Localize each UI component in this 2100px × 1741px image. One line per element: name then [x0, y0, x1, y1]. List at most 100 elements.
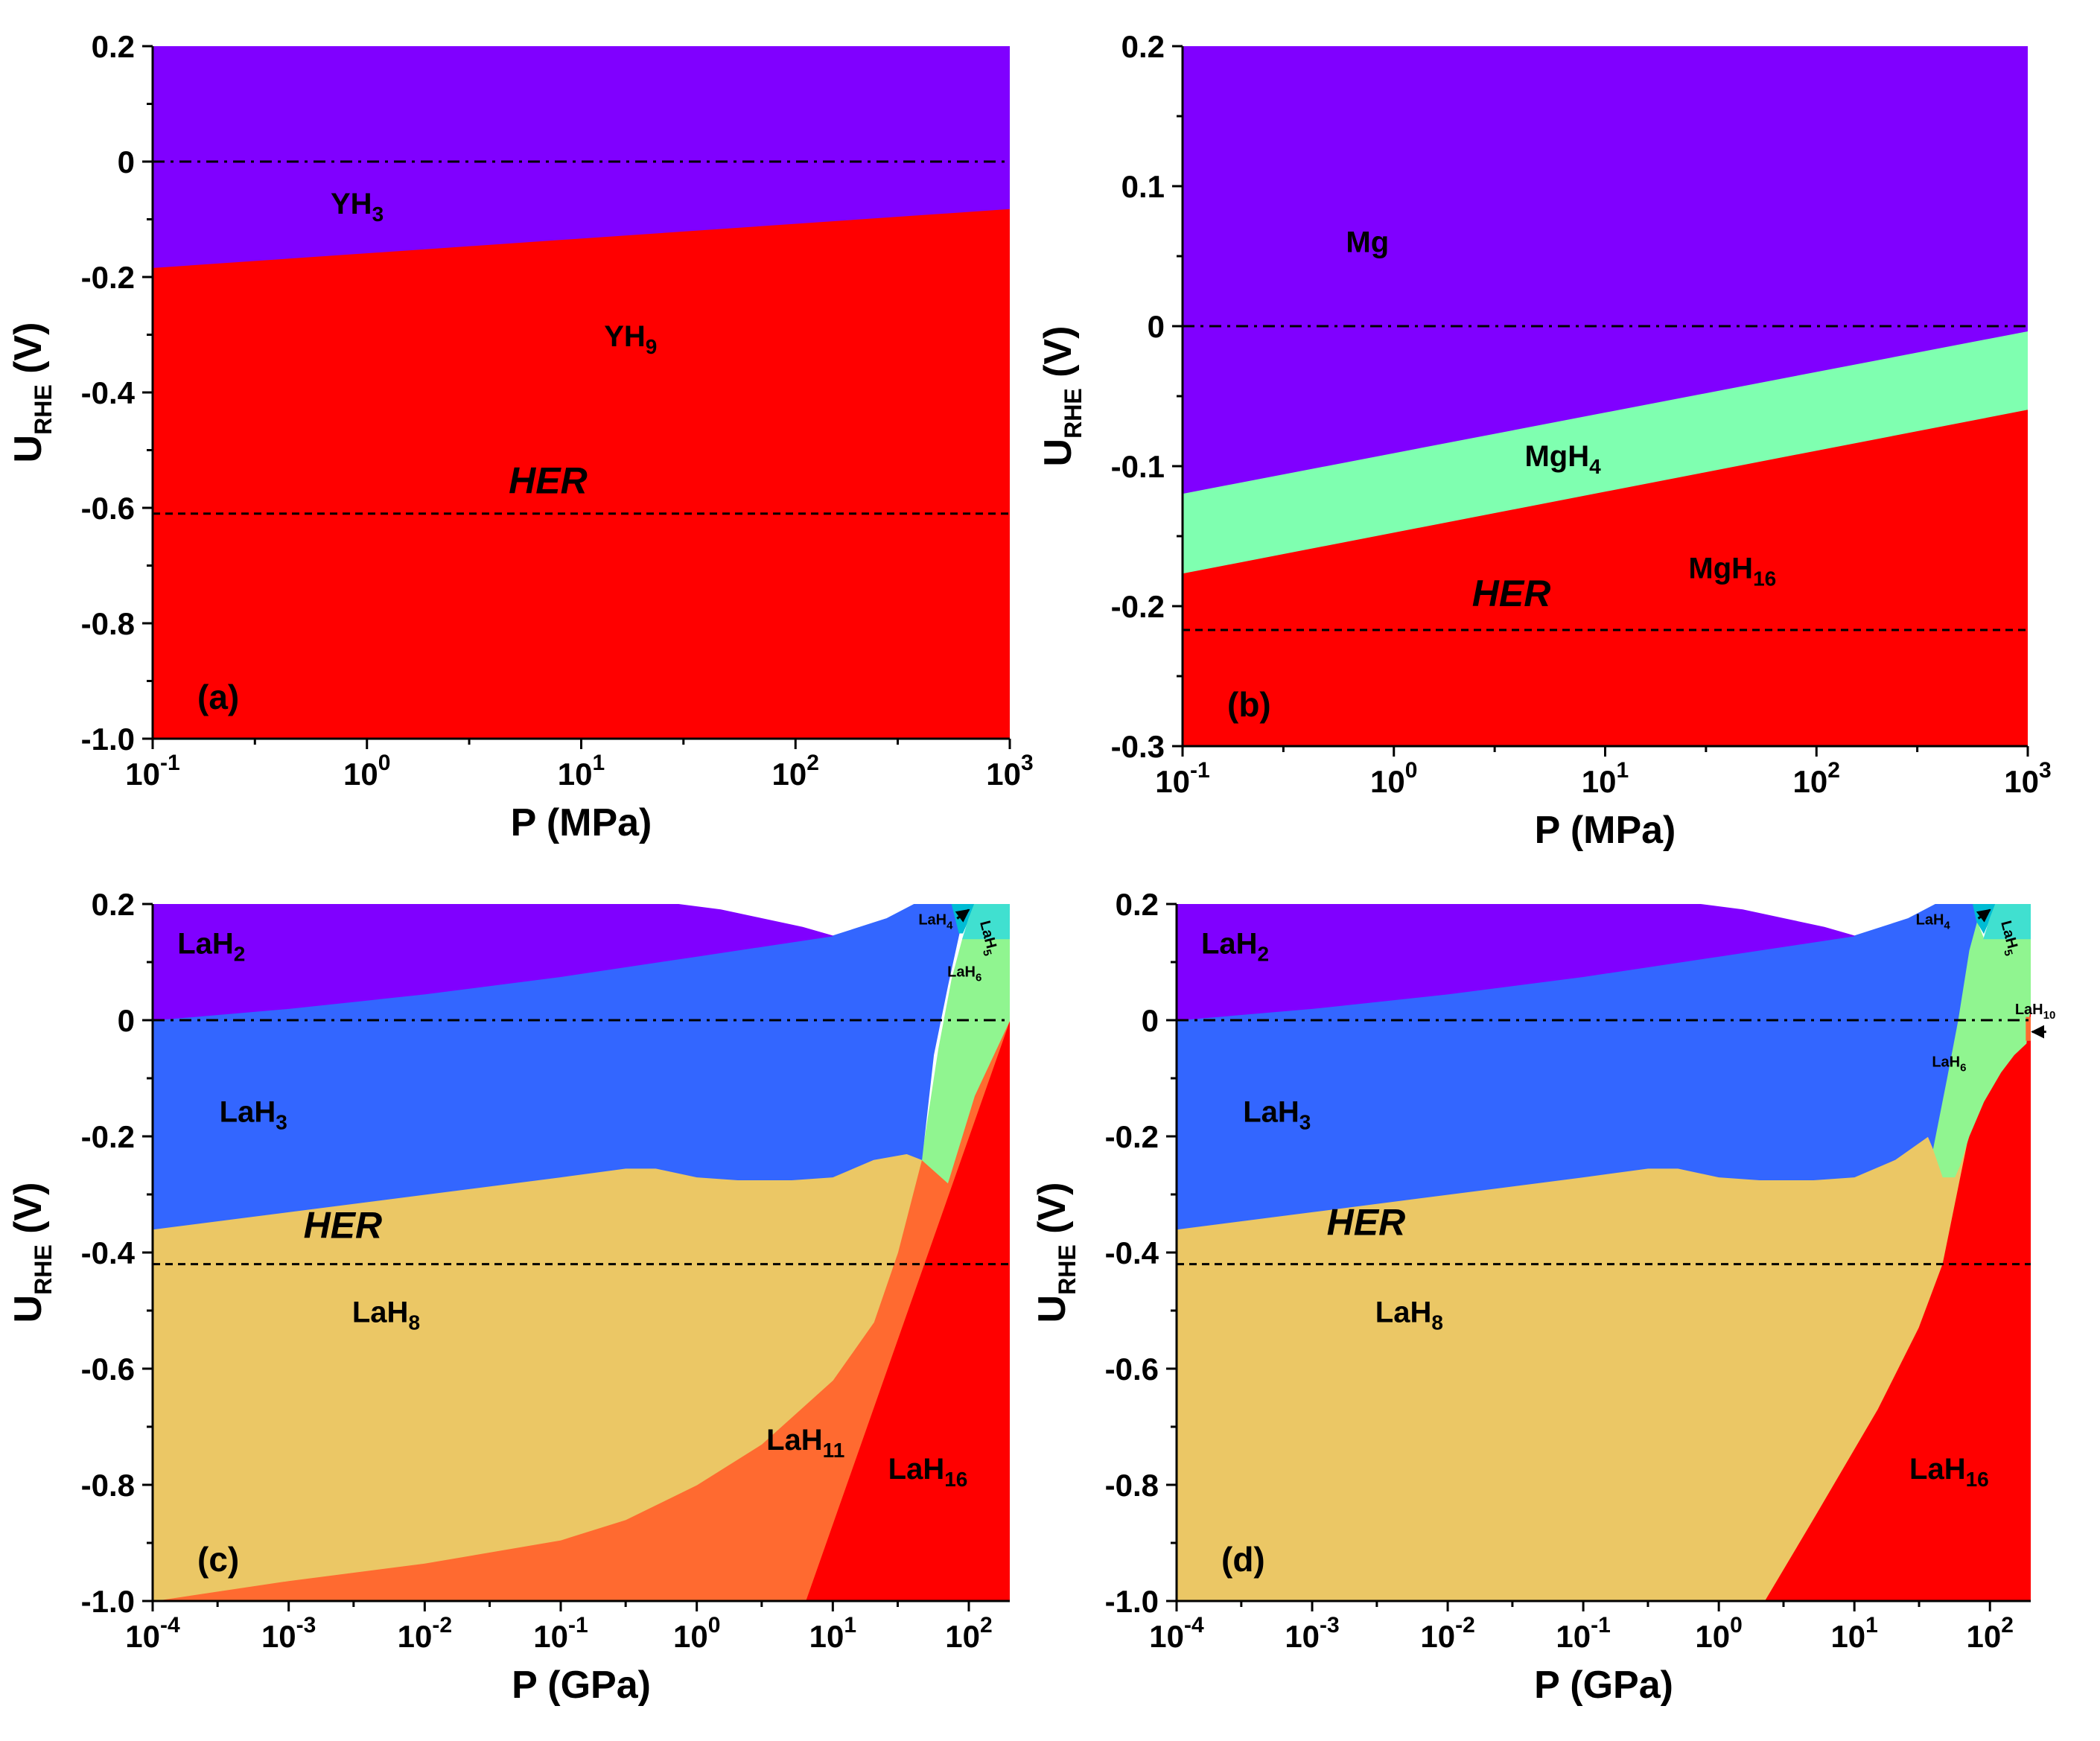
y-tick-label: -0.2	[1105, 1119, 1159, 1154]
phase-label-lah3: LaH3	[220, 1096, 287, 1134]
x-tick-label: 10-4	[125, 1613, 180, 1654]
y-axis-title: URHE (V)	[7, 322, 57, 463]
phase-label-yh9: YH9	[604, 320, 657, 358]
y-axis-title: URHE (V)	[1037, 326, 1086, 467]
x-tick-label: 101	[1830, 1613, 1877, 1654]
region-mgh16	[1183, 410, 2028, 746]
x-tick-label: 10-2	[398, 1613, 452, 1654]
region-mg	[1183, 46, 2028, 495]
panel-tag: (d)	[1221, 1540, 1265, 1579]
region-lah2	[153, 904, 833, 1021]
y-tick-label: -0.6	[81, 491, 135, 526]
phase-label-lah11: LaH11	[766, 1424, 844, 1462]
her-label: HER	[1472, 573, 1551, 614]
her-label: HER	[304, 1205, 383, 1247]
phase-label-lah8: LaH8	[1375, 1296, 1443, 1334]
y-tick-label: 0.2	[92, 29, 135, 64]
plot-area	[1183, 46, 2028, 746]
y-tick-label: -0.8	[81, 606, 135, 641]
phase-label-lah3: LaH3	[1243, 1096, 1311, 1134]
y-tick-label: -0.4	[1105, 1235, 1159, 1270]
panel-tag: (c)	[197, 1540, 239, 1579]
phase-label-lah6: LaH6	[1932, 1054, 1966, 1074]
x-tick-label: 100	[673, 1613, 720, 1654]
y-tick-label: -0.3	[1111, 729, 1165, 764]
x-tick-label: 102	[1966, 1613, 2013, 1654]
x-tick-label: 10-3	[1285, 1613, 1339, 1654]
phase-label-mgh16: MgH16	[1688, 552, 1776, 590]
y-tick-label: 0.2	[1116, 887, 1159, 922]
x-tick-label: 101	[558, 751, 605, 792]
region-yh9	[153, 209, 1010, 739]
panel-tag: (a)	[197, 678, 239, 716]
phase-label-lah2: LaH2	[1201, 927, 1269, 965]
x-axis-title: P (MPa)	[1535, 809, 1676, 852]
y-tick-label: -1.0	[81, 722, 135, 757]
x-tick-label: 100	[343, 751, 390, 792]
x-tick-label: 10-3	[261, 1613, 316, 1654]
plot-area	[1177, 904, 2031, 1601]
y-tick-label: -1.0	[81, 1584, 135, 1619]
y-tick-label: 0.2	[92, 887, 135, 922]
x-tick-label: 10-2	[1420, 1613, 1474, 1654]
x-tick-label: 101	[809, 1613, 856, 1654]
phase-label-lah16: LaH16	[1909, 1453, 1989, 1491]
y-tick-label: -0.4	[81, 1235, 136, 1270]
x-tick-label: 103	[2004, 758, 2051, 799]
y-tick-label: -1.0	[1105, 1584, 1159, 1619]
phase-label-mg: Mg	[1346, 226, 1389, 258]
x-tick-label: 102	[945, 1613, 992, 1654]
y-tick-label: 0.1	[1121, 169, 1165, 204]
panel-a: 0.2 0 -0.2 -0.4 -0.6 -0.8 -1.010-1 100 101 102 103…	[7, 29, 1034, 844]
x-tick-label: 103	[986, 751, 1033, 792]
x-tick-label: 100	[1370, 758, 1417, 799]
x-axis-title: P (GPa)	[1534, 1664, 1673, 1707]
panel-c: 0.2 0 -0.2 -0.4 -0.6 -0.8 -1.010-4 10-3 10-2 10-1…	[7, 887, 1010, 1707]
pointer-arrow	[955, 908, 970, 923]
phase-label-yh3: YH3	[331, 188, 384, 226]
region-mgh4	[1183, 331, 2028, 575]
x-tick-label: 10-1	[1155, 758, 1209, 799]
region-lah6	[921, 938, 1010, 1184]
y-tick-label: -0.8	[1105, 1468, 1159, 1503]
y-tick-label: -0.4	[81, 375, 136, 410]
plot-area	[153, 46, 1010, 739]
x-tick-label: 102	[1793, 758, 1840, 799]
y-tick-label: -0.6	[81, 1352, 135, 1387]
x-tick-label: 102	[772, 751, 819, 792]
phase-label-lah6: LaH6	[947, 964, 981, 984]
phase-label-mgh4: MgH4	[1524, 440, 1601, 478]
x-axis-title: P (GPa)	[512, 1664, 651, 1707]
panel-tag: (b)	[1227, 685, 1271, 724]
y-tick-label: -0.6	[1105, 1352, 1159, 1387]
phase-label-lah10: LaH10	[2015, 1002, 2055, 1022]
region-lah2	[1177, 904, 1855, 1021]
y-tick-label: 0.2	[1121, 29, 1165, 64]
pointer-arrow	[1976, 908, 1991, 923]
phase-label-lah4: LaH4	[918, 911, 953, 932]
panel-b: 0.2 0.1 0 -0.1 -0.2 -0.310-1 100 101 102 103 P (MP…	[1037, 29, 2052, 852]
y-tick-label: -0.2	[81, 1119, 135, 1154]
y-axis-title: URHE (V)	[1031, 1183, 1081, 1323]
region-yh3	[153, 46, 1010, 269]
phase-label-lah4: LaH4	[1916, 911, 1951, 932]
her-label: HER	[509, 460, 588, 502]
x-axis-title: P (MPa)	[511, 801, 652, 844]
y-tick-label: -0.1	[1111, 449, 1165, 484]
y-tick-label: 0	[118, 1003, 135, 1038]
x-tick-label: 101	[1582, 758, 1629, 799]
her-label: HER	[1327, 1202, 1406, 1244]
y-axis-title: URHE (V)	[7, 1183, 57, 1323]
x-tick-label: 10-1	[1556, 1613, 1610, 1654]
y-tick-label: -0.2	[1111, 589, 1165, 624]
y-tick-label: 0	[1148, 309, 1165, 344]
phase-label-lah16: LaH16	[888, 1453, 968, 1491]
region-lah10	[2026, 1016, 2031, 1041]
y-tick-label: -0.8	[81, 1468, 135, 1503]
x-tick-label: 100	[1695, 1613, 1742, 1654]
y-tick-label: 0	[1142, 1003, 1159, 1038]
plot-area	[153, 904, 1010, 1601]
phase-label-lah8: LaH8	[352, 1296, 420, 1334]
y-tick-label: 0	[118, 144, 135, 179]
